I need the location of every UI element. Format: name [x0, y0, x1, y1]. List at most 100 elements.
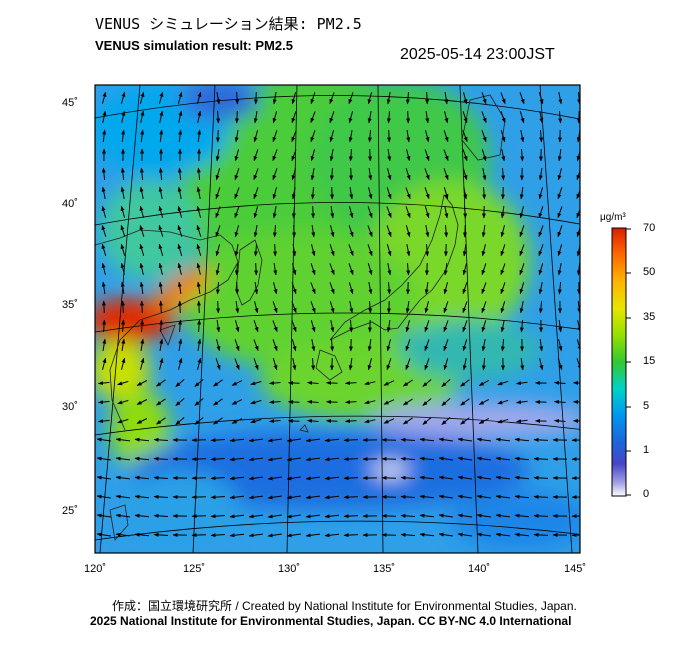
wind-arrow	[324, 514, 340, 519]
wind-arrow	[153, 475, 169, 480]
wind-arrow	[386, 206, 392, 219]
wind-arrow	[424, 206, 430, 219]
map-frame	[94, 84, 581, 554]
wind-arrow	[400, 494, 416, 499]
wind-arrow	[194, 398, 204, 406]
wind-arrow	[98, 381, 110, 386]
wind-arrow	[405, 320, 410, 333]
wind-arrow	[348, 282, 354, 295]
wind-arrow	[348, 244, 354, 257]
wind-arrow	[386, 187, 392, 200]
wind-arrow	[229, 495, 245, 500]
wind-arrow	[253, 225, 258, 238]
wind-arrow	[368, 168, 373, 181]
wind-arrow	[500, 111, 506, 124]
wind-arrow	[495, 456, 510, 461]
wind-arrow	[514, 437, 530, 442]
wind-arrow	[438, 494, 453, 499]
wind-arrow	[177, 205, 183, 218]
wind-arrow	[538, 206, 544, 219]
wind-arrow	[267, 438, 282, 443]
wind-arrow	[516, 400, 528, 405]
wind-arrow	[497, 418, 509, 424]
wind-arrow	[291, 111, 297, 124]
wind-arrow	[177, 224, 183, 237]
wind-arrow	[286, 514, 301, 519]
wind-arrow	[310, 263, 316, 276]
wind-arrow	[250, 381, 262, 386]
wind-arrow	[101, 300, 106, 314]
wind-arrow	[329, 244, 335, 257]
wind-arrow	[175, 417, 185, 425]
wind-arrow	[229, 514, 245, 519]
wind-arrow	[343, 457, 359, 462]
wind-arrow	[501, 167, 506, 181]
wind-arrow	[438, 513, 453, 518]
wind-arrow	[481, 282, 487, 295]
wind-arrow	[387, 263, 392, 276]
wind-arrow	[120, 167, 125, 181]
wind-arrow	[463, 187, 468, 200]
wind-arrow	[291, 149, 297, 162]
wind-arrow	[367, 92, 373, 105]
wind-arrow	[345, 400, 357, 405]
wind-arrow	[441, 398, 451, 406]
wind-arrow	[134, 437, 150, 442]
wind-arrow	[159, 319, 164, 333]
wind-arrow	[500, 206, 505, 219]
wind-arrow	[516, 381, 528, 386]
wind-arrow	[120, 224, 126, 237]
wind-arrow	[102, 357, 107, 370]
wind-arrow	[402, 417, 413, 425]
wind-arrow	[250, 419, 262, 424]
wind-arrow	[291, 339, 297, 352]
wind-arrow	[139, 262, 144, 275]
wind-arrow	[253, 358, 259, 371]
wind-arrow	[558, 92, 563, 105]
wind-arrow	[196, 224, 202, 237]
wind-arrow	[272, 111, 278, 124]
wind-arrow	[248, 514, 263, 519]
wind-arrow	[213, 379, 223, 387]
wind-arrow	[253, 243, 258, 257]
title-japanese: VENUS シミュレーション結果: PM2.5	[95, 15, 362, 33]
wind-arrow	[457, 437, 472, 442]
wind-arrow	[557, 358, 563, 371]
wind-arrow	[96, 475, 111, 480]
wind-arrow	[272, 149, 278, 162]
wind-arrow	[248, 438, 263, 443]
wind-arrow	[272, 358, 278, 371]
wind-arrow	[443, 301, 449, 314]
wind-arrow	[291, 92, 297, 105]
wind-arrow	[253, 187, 259, 200]
wind-arrow	[349, 301, 354, 314]
colorbar-ticks	[626, 228, 631, 496]
wind-arrow	[158, 300, 163, 314]
wind-arrow	[402, 379, 413, 387]
wind-arrow	[121, 129, 126, 143]
wind-arrow	[367, 339, 372, 352]
wind-arrow	[101, 224, 107, 237]
wind-arrow	[425, 243, 430, 257]
wind-arrow	[481, 244, 486, 257]
wind-arrow	[419, 437, 435, 442]
wind-arrow	[158, 205, 164, 218]
wind-arrow	[305, 438, 320, 443]
wind-arrow	[177, 91, 183, 104]
pm25-field	[95, 85, 580, 553]
wind-arrow	[292, 224, 297, 238]
wind-arrow	[462, 320, 468, 333]
wind-arrow	[196, 186, 201, 199]
wind-arrow	[102, 319, 107, 333]
wind-arrow	[424, 320, 430, 333]
wind-arrow	[215, 281, 220, 295]
wind-arrow	[115, 475, 130, 480]
wind-arrow	[120, 186, 125, 199]
lon-label: 125˚	[183, 563, 206, 575]
wind-arrow	[383, 380, 395, 386]
wind-arrow	[159, 338, 164, 351]
wind-arrow	[387, 149, 392, 162]
wind-arrow	[267, 495, 282, 500]
wind-arrow	[136, 380, 148, 386]
wind-arrow	[425, 225, 430, 238]
